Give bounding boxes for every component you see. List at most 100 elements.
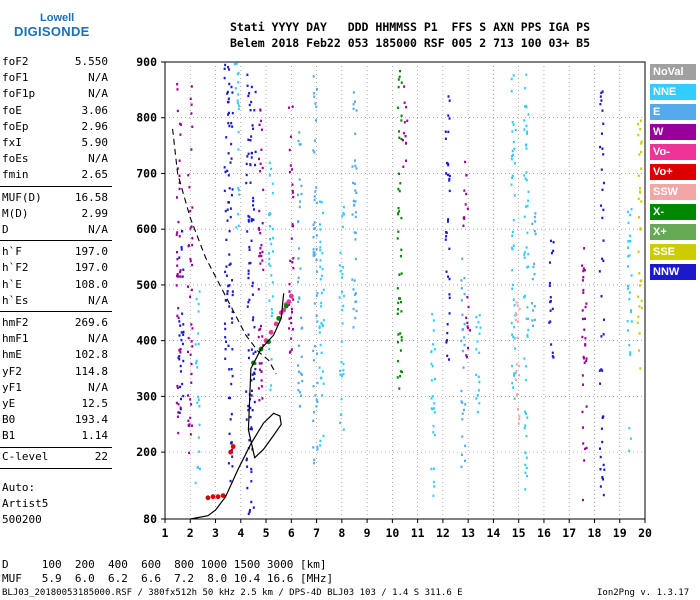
param-value: 2.65 bbox=[81, 168, 109, 182]
echo-dot bbox=[638, 305, 641, 308]
echo-dot bbox=[250, 426, 253, 429]
echo-dot bbox=[180, 338, 183, 342]
echo-dot bbox=[254, 90, 257, 94]
echo-dot bbox=[320, 351, 323, 355]
echo-dot bbox=[175, 401, 178, 405]
echo-dot bbox=[639, 228, 642, 231]
echo-dot bbox=[246, 486, 249, 490]
echo-dot bbox=[339, 270, 342, 273]
echo-dot bbox=[405, 142, 408, 145]
echo-dot bbox=[197, 398, 200, 401]
echo-dot bbox=[268, 257, 271, 261]
echo-dot bbox=[448, 277, 451, 281]
echo-dot bbox=[288, 327, 291, 330]
echo-dot bbox=[352, 326, 355, 329]
echo-dot bbox=[316, 291, 319, 295]
echo-dot bbox=[191, 237, 194, 240]
echo-dot bbox=[511, 174, 514, 178]
echo-dot bbox=[253, 400, 256, 404]
legend-item-ssw: SSW bbox=[650, 184, 696, 200]
echo-dot bbox=[599, 95, 602, 98]
echo-dot bbox=[298, 143, 301, 146]
x-tick-label: 3 bbox=[212, 526, 219, 540]
echo-dot bbox=[228, 284, 231, 287]
echo-dot bbox=[523, 256, 526, 259]
echo-dot bbox=[187, 336, 190, 340]
echo-dot bbox=[354, 164, 357, 168]
echo-dot bbox=[599, 382, 602, 385]
echo-dot bbox=[511, 230, 514, 234]
echo-dot bbox=[237, 130, 240, 134]
echo-dot bbox=[182, 323, 185, 326]
echo-dot bbox=[235, 226, 238, 229]
echo-dot bbox=[341, 276, 344, 279]
echo-dot bbox=[398, 210, 401, 213]
echo-dot bbox=[272, 250, 275, 253]
echo-dot bbox=[398, 273, 401, 276]
echo-dot bbox=[549, 309, 552, 312]
echo-dot bbox=[446, 339, 449, 342]
echo-dot bbox=[461, 328, 464, 331]
echo-dot bbox=[228, 187, 231, 190]
echo-dot bbox=[231, 310, 234, 314]
echo-dot bbox=[342, 428, 345, 431]
echo-dot bbox=[342, 362, 345, 366]
echo-dot bbox=[433, 485, 436, 488]
echo-dot bbox=[551, 307, 554, 311]
x-tick-label: 19 bbox=[613, 526, 627, 540]
echo-dot bbox=[247, 272, 250, 275]
echo-dot bbox=[516, 393, 519, 396]
echo-dot bbox=[320, 305, 323, 308]
param-name: foF1 bbox=[2, 71, 29, 85]
echo-dot bbox=[355, 109, 358, 112]
echo-dot bbox=[237, 107, 240, 110]
echo-dot bbox=[180, 245, 183, 249]
x-tick-label: 1 bbox=[162, 526, 169, 540]
echo-dot bbox=[397, 297, 400, 300]
echo-dot bbox=[400, 272, 403, 275]
plot-frame bbox=[164, 61, 646, 520]
echo-dot bbox=[237, 188, 240, 192]
echo-dot bbox=[463, 343, 466, 347]
echo-dot bbox=[297, 193, 300, 197]
echo-dot bbox=[602, 181, 605, 185]
trace-point-x bbox=[266, 339, 271, 345]
echo-dot bbox=[226, 208, 229, 211]
echo-dot bbox=[444, 130, 447, 133]
echo-dot bbox=[523, 119, 526, 122]
echo-dot bbox=[176, 386, 179, 390]
echo-dot bbox=[245, 390, 248, 393]
echo-dot bbox=[316, 445, 319, 449]
echo-dot bbox=[253, 109, 256, 112]
x-tick-label: 9 bbox=[364, 526, 371, 540]
echo-dot bbox=[464, 444, 467, 448]
x-tick-label: 10 bbox=[385, 526, 399, 540]
echo-dot bbox=[231, 317, 234, 320]
echo-dot bbox=[466, 295, 469, 299]
echo-dot bbox=[467, 326, 470, 330]
legend-item-noval: NoVal bbox=[650, 64, 696, 80]
echo-dot bbox=[237, 212, 240, 216]
echo-dot bbox=[532, 309, 535, 312]
echo-dot bbox=[288, 290, 291, 293]
echo-dot bbox=[231, 465, 234, 468]
echo-dot bbox=[268, 174, 271, 177]
echo-dot bbox=[197, 436, 200, 439]
echo-dot bbox=[511, 283, 514, 287]
echo-dot bbox=[312, 149, 315, 152]
echo-dot bbox=[581, 309, 584, 312]
x-tick-label: 2 bbox=[187, 526, 194, 540]
echo-dot bbox=[582, 383, 585, 386]
echo-dot bbox=[478, 332, 481, 335]
echo-dot bbox=[525, 147, 528, 150]
echo-dot bbox=[246, 155, 249, 158]
echo-dot bbox=[637, 295, 640, 298]
echo-dot bbox=[601, 188, 604, 192]
echo-dot bbox=[312, 254, 315, 257]
echo-dot bbox=[341, 308, 344, 312]
echo-dot bbox=[226, 290, 229, 293]
y-tick-label: 300 bbox=[136, 389, 157, 403]
echo-dot bbox=[446, 323, 449, 326]
echo-dot bbox=[448, 247, 451, 251]
echo-dot bbox=[272, 236, 275, 240]
